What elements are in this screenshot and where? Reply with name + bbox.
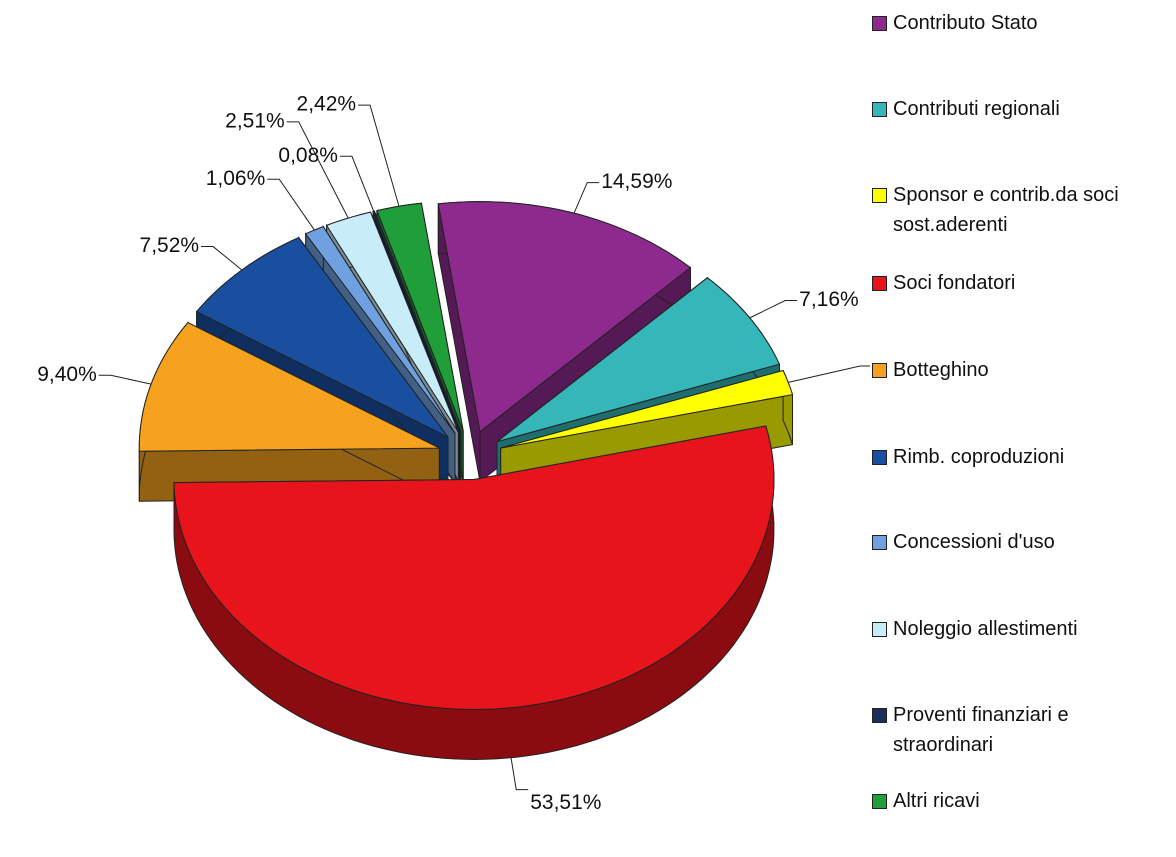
legend-item: Proventi finanziari e straordinari: [872, 700, 1172, 760]
legend-swatch: [872, 102, 887, 117]
slice-top: [325, 211, 459, 433]
legend-swatch: [872, 363, 887, 378]
data-label: 14,59%: [601, 170, 672, 193]
slice: [173, 425, 775, 761]
leader-line: [788, 365, 870, 383]
slice-top: [496, 277, 781, 443]
legend-swatch: [872, 16, 887, 31]
legend-swatch: [872, 450, 887, 465]
legend-item: Contributi regionali: [872, 94, 1172, 124]
data-label: 9,40%: [37, 363, 97, 386]
slice-top: [304, 225, 456, 434]
leader-line: [286, 121, 349, 219]
legend-label: Concessioni d'uso: [893, 531, 1055, 553]
slice-top: [173, 425, 775, 711]
legend-label: Proventi finanziari e straordinari: [893, 704, 1069, 756]
chart: 2,42%0,08%14,59%2,51%1,06%7,52%7,16%1,74…: [37, 93, 870, 814]
legend-item: Noleggio allestimenti: [872, 614, 1172, 644]
leader-line: [573, 182, 600, 214]
legend-label: Altri ricavi: [893, 790, 980, 812]
legend-label: Contributi regionali: [893, 98, 1060, 120]
data-label: 0,08%: [278, 144, 338, 167]
legend-swatch: [872, 794, 887, 809]
legend-label: Rimb. coproduzioni: [893, 446, 1065, 468]
leader-line: [98, 374, 152, 385]
slice-top: [500, 369, 794, 449]
legend-item: Soci fondatori: [872, 268, 1172, 298]
legend-item: Sponsor e contrib.da soci sost.aderenti: [872, 180, 1172, 240]
legend-swatch: [872, 708, 887, 723]
data-label: 2,42%: [297, 93, 357, 116]
slice-top: [437, 201, 692, 433]
legend-swatch: [872, 276, 887, 291]
leader-line: [339, 155, 375, 212]
slice-top: [195, 236, 449, 438]
legend-label: Noleggio allestimenti: [893, 618, 1078, 640]
legend-swatch: [872, 188, 887, 203]
legend-item: Concessioni d'uso: [872, 527, 1172, 557]
data-label: 7,52%: [140, 234, 200, 257]
legend-swatch: [872, 622, 887, 637]
legend-item: Altri ricavi: [872, 786, 1172, 816]
legend-label: Botteghino: [893, 359, 989, 381]
data-label: 53,51%: [530, 791, 601, 814]
leader-line: [510, 757, 529, 791]
legend-item: Contributo Stato: [872, 8, 1172, 38]
leader-line: [749, 300, 798, 319]
data-label: 7,16%: [799, 288, 859, 311]
data-label: 2,51%: [225, 109, 285, 132]
leader-line: [201, 246, 243, 271]
legend-item: Rimb. coproduzioni: [872, 442, 1172, 472]
leader-line: [267, 178, 315, 231]
legend-item: Botteghino: [872, 355, 1172, 385]
slice-top: [138, 321, 440, 452]
data-label: 1,06%: [206, 167, 266, 190]
legend-label: Soci fondatori: [893, 272, 1016, 294]
legend-label: Contributo Stato: [893, 12, 1038, 34]
legend-label: Sponsor e contrib.da soci sost.aderenti: [893, 184, 1119, 236]
leader-line: [358, 104, 400, 207]
legend-swatch: [872, 535, 887, 550]
